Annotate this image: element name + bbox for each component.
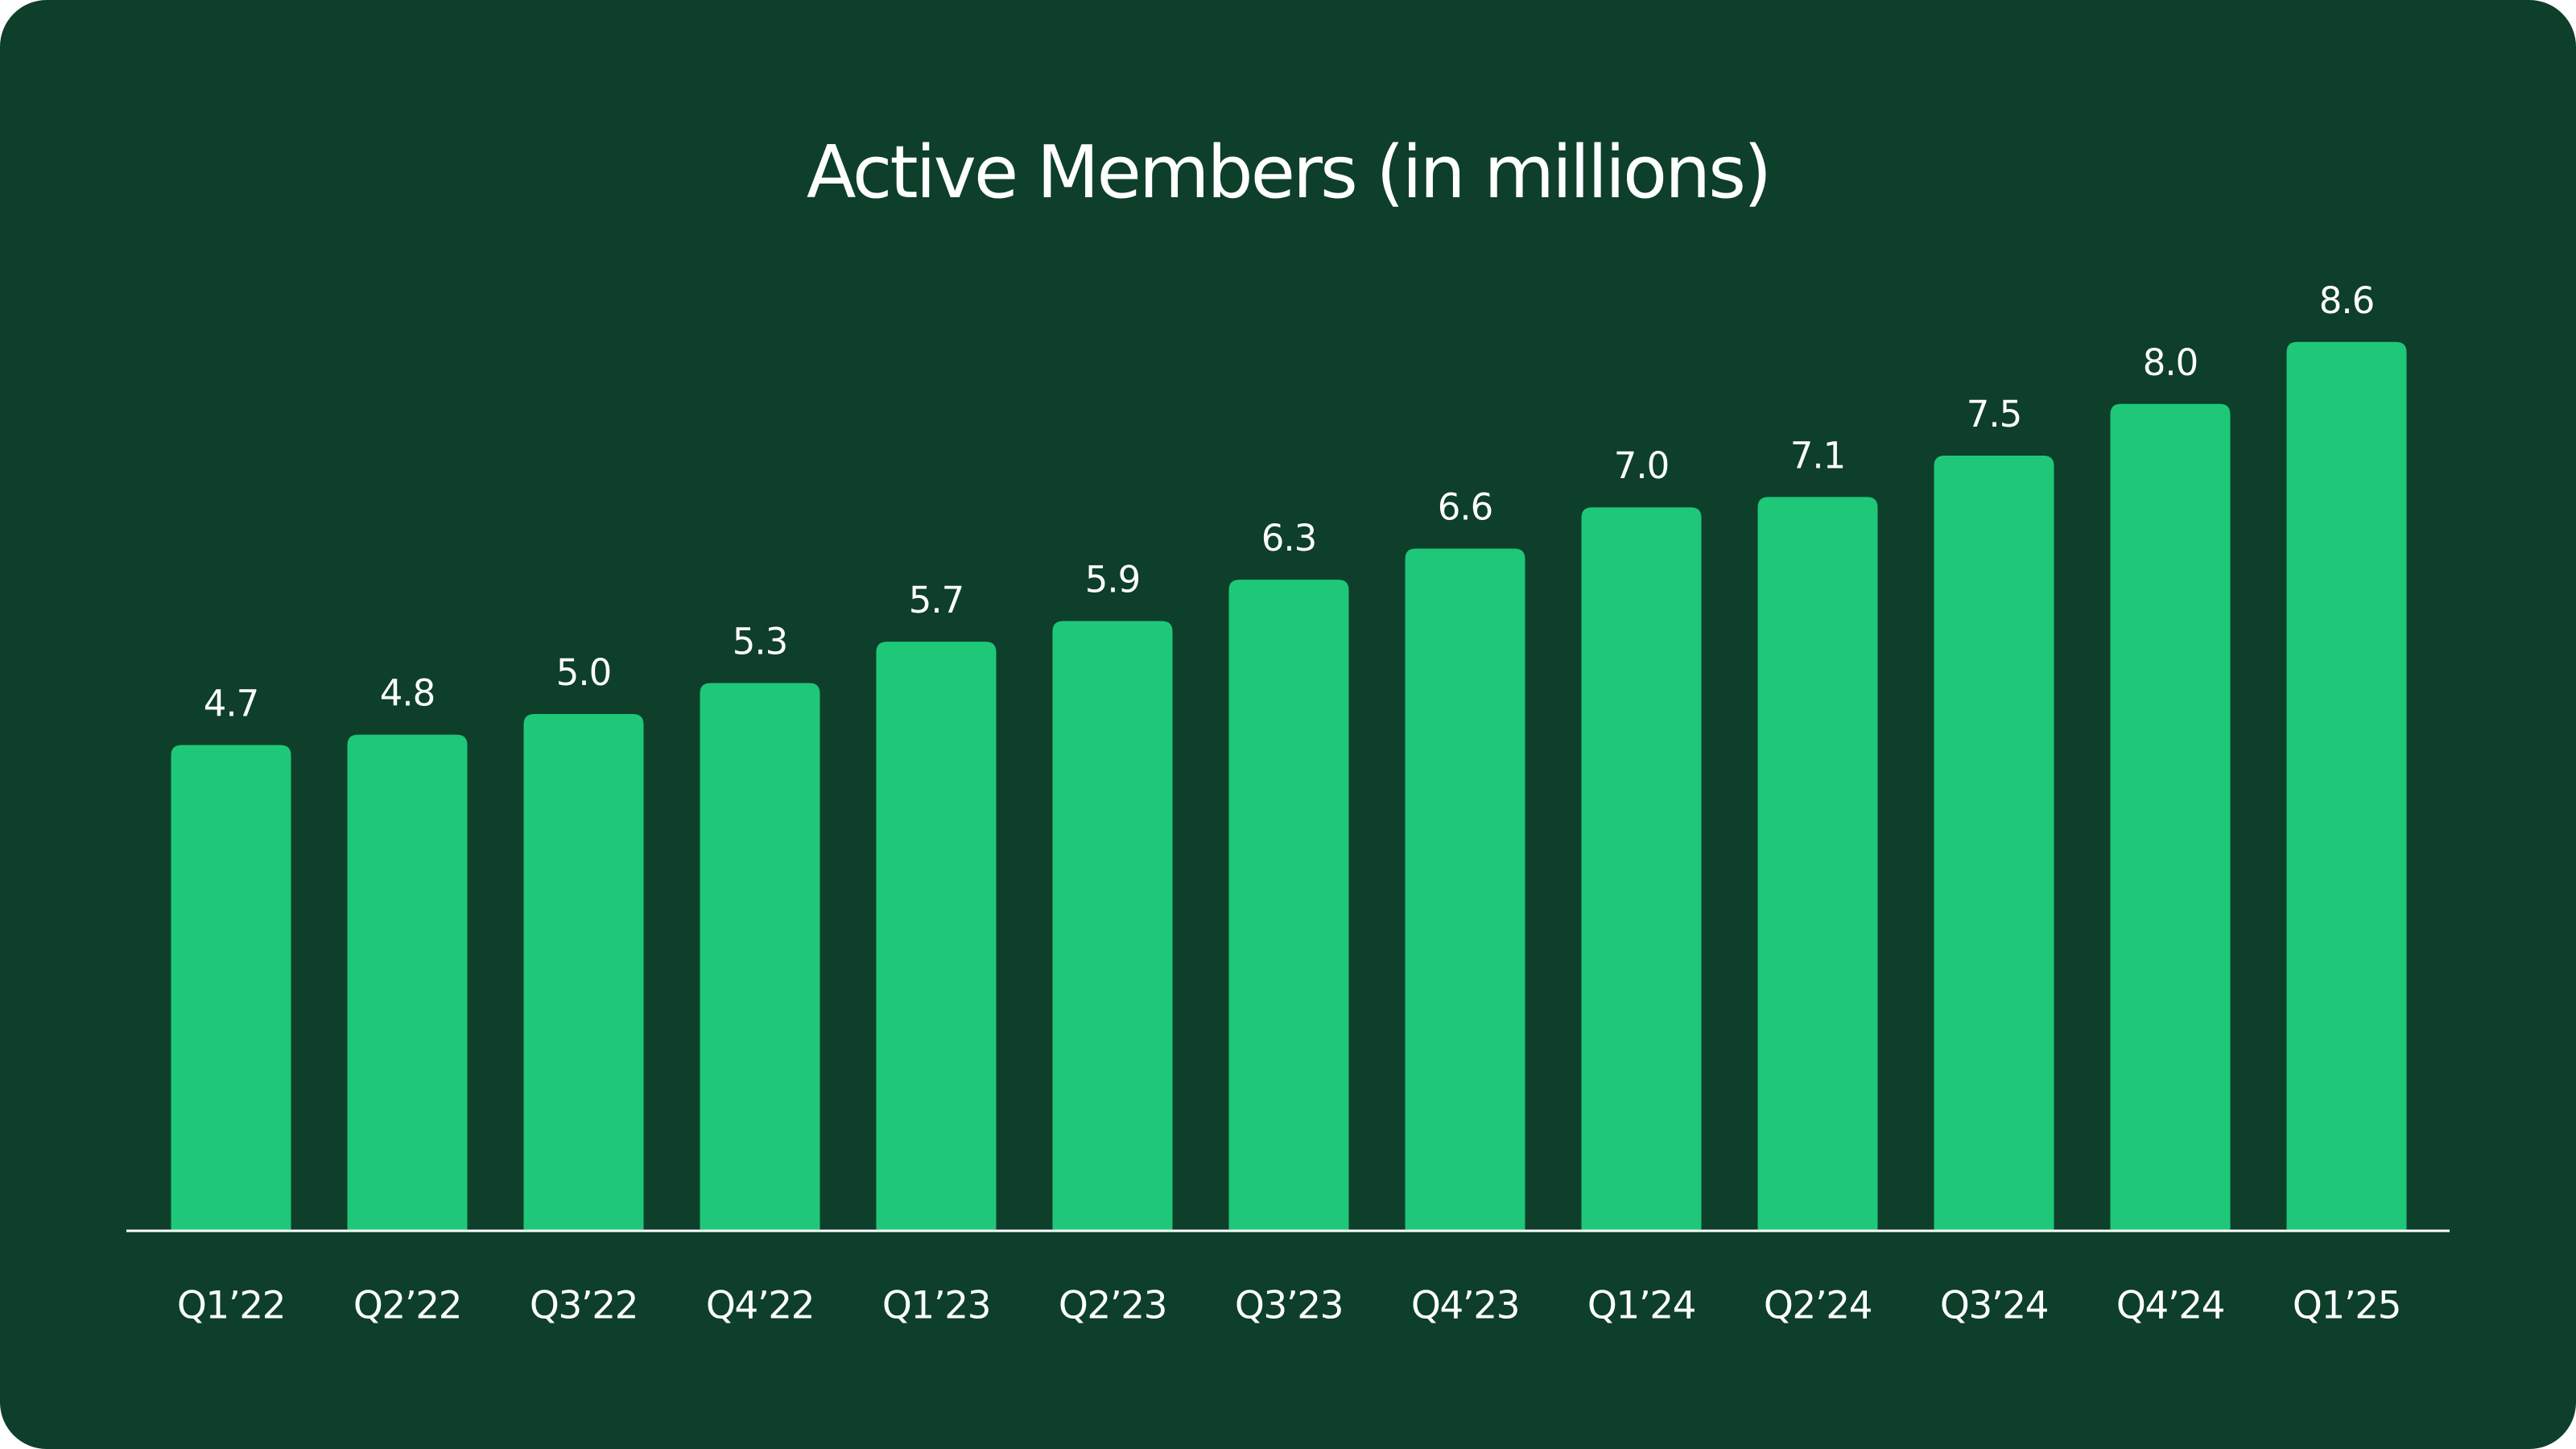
bar — [523, 714, 644, 1231]
bar — [1228, 580, 1349, 1231]
value-label: 4.7 — [204, 683, 259, 725]
value-label: 5.3 — [733, 620, 788, 663]
x-tick-label: Q1’22 — [177, 1284, 285, 1328]
x-tick-label: Q3’24 — [1940, 1284, 2048, 1328]
value-label: 5.0 — [556, 651, 612, 694]
bar — [171, 745, 291, 1231]
value-label: 8.0 — [2143, 341, 2198, 384]
x-tick-label: Q2’24 — [1764, 1284, 1872, 1328]
value-label: 7.0 — [1614, 444, 1670, 487]
bar — [347, 734, 468, 1231]
value-label: 7.1 — [1790, 434, 1846, 477]
x-tick-label: Q3’22 — [530, 1284, 638, 1328]
x-tick-label: Q1’25 — [2293, 1284, 2401, 1328]
bar — [1581, 507, 1702, 1231]
value-label: 6.6 — [1438, 486, 1493, 529]
value-label: 5.7 — [909, 579, 964, 621]
x-tick-label: Q2’23 — [1059, 1284, 1166, 1328]
value-label: 8.6 — [2319, 279, 2375, 322]
x-tick-label: Q1’24 — [1587, 1284, 1695, 1328]
value-label: 6.3 — [1261, 517, 1317, 559]
bar — [1405, 548, 1525, 1231]
bar — [2286, 341, 2407, 1231]
x-tick-label: Q1’23 — [882, 1284, 990, 1328]
x-tick-label: Q4’22 — [706, 1284, 814, 1328]
x-tick-label: Q4’24 — [2116, 1284, 2224, 1328]
x-tick-label: Q2’22 — [353, 1284, 461, 1328]
chart-title: Active Members (in millions) — [807, 130, 1769, 215]
x-tick-label: Q3’23 — [1235, 1284, 1343, 1328]
x-tick-label: Q4’23 — [1411, 1284, 1519, 1328]
bar — [876, 642, 997, 1231]
bar — [2110, 403, 2231, 1231]
bar — [1934, 456, 2054, 1231]
value-label: 7.5 — [1967, 393, 2022, 436]
bar — [1757, 497, 1878, 1231]
bar — [700, 683, 820, 1231]
value-label: 4.8 — [380, 672, 436, 715]
value-label: 5.9 — [1085, 558, 1141, 601]
bar — [1052, 621, 1173, 1231]
